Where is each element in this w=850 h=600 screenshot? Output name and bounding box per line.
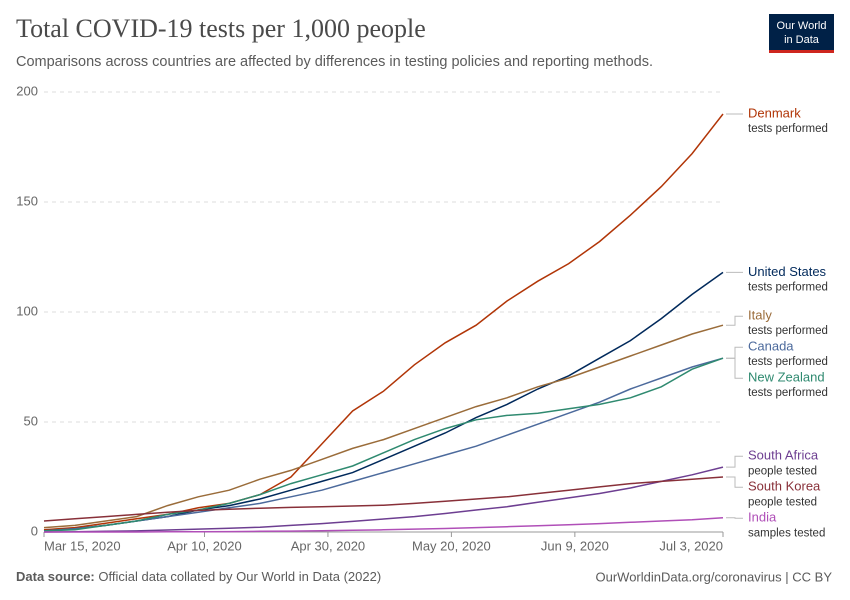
x-tick-label: Mar 15, 2020 — [44, 538, 121, 553]
legend-label: India — [748, 510, 777, 525]
x-tick-label: Jul 3, 2020 — [659, 538, 723, 553]
label-connector — [726, 455, 743, 468]
x-tick-label: Apr 10, 2020 — [167, 538, 241, 553]
series-line — [43, 357, 724, 532]
legend-label: Canada — [748, 339, 794, 354]
legend-label: New Zealand — [748, 370, 825, 385]
y-tick-label: 100 — [16, 303, 38, 318]
legend-note: tests performed — [748, 356, 828, 368]
logo-text: Our World — [777, 20, 827, 32]
chart-subtitle: Comparisons across countries are affecte… — [16, 54, 653, 70]
x-tick-label: Apr 30, 2020 — [291, 538, 365, 553]
footer-source: Data source: Official data collated by O… — [16, 569, 381, 584]
series-line — [43, 113, 724, 531]
series-line — [43, 476, 724, 522]
legend-label: South Korea — [748, 479, 821, 494]
label-connector — [726, 357, 743, 379]
x-tick-label: May 20, 2020 — [412, 538, 491, 553]
logo-text: in Data — [784, 34, 820, 46]
legend-note: people tested — [748, 465, 817, 477]
x-tick-label: Jun 9, 2020 — [541, 538, 609, 553]
series-line — [43, 271, 724, 532]
source-label: Data source: — [16, 569, 95, 584]
legend-note: tests performed — [748, 387, 828, 399]
legend-note: samples tested — [748, 527, 825, 539]
y-tick-label: 150 — [16, 193, 38, 208]
legend-label: South Africa — [748, 448, 819, 463]
legend-note: tests performed — [748, 281, 828, 293]
legend-label: Denmark — [748, 105, 801, 120]
label-connector — [726, 346, 743, 359]
legend-label: Italy — [748, 308, 772, 323]
series-line — [43, 324, 724, 529]
y-tick-label: 0 — [31, 523, 38, 538]
source-text: Official data collated by Our World in D… — [98, 569, 381, 584]
legend-note: tests performed — [748, 123, 828, 135]
logo-underline — [769, 50, 834, 53]
logo-box — [769, 14, 834, 50]
legend-note: tests performed — [748, 325, 828, 337]
y-tick-label: 200 — [16, 83, 38, 98]
label-connector — [726, 517, 743, 519]
series-line — [43, 466, 724, 533]
footer-link[interactable]: OurWorldinData.org/coronavirus | CC BY — [595, 569, 832, 584]
logo[interactable]: Our World in Data — [769, 14, 834, 53]
legend-note: people tested — [748, 496, 817, 508]
chart-title: Total COVID-19 tests per 1,000 people — [16, 14, 426, 43]
series-line — [43, 357, 724, 532]
label-connector — [726, 476, 743, 488]
series-line — [44, 516, 724, 533]
label-connector — [726, 315, 743, 326]
y-tick-label: 50 — [24, 413, 38, 428]
legend-label: United States — [748, 264, 827, 279]
